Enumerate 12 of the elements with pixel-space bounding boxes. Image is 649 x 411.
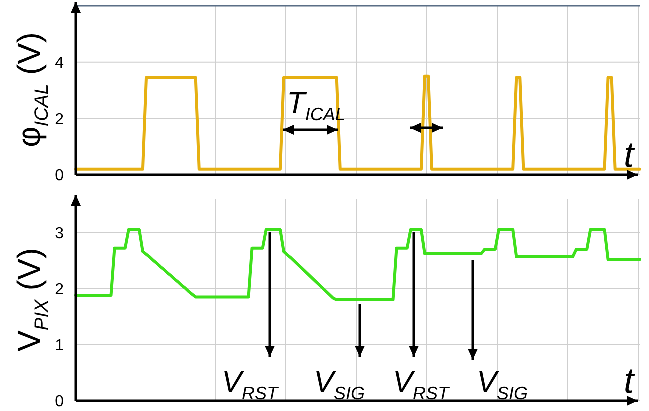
y-tick-label: 2	[55, 111, 64, 128]
x-axis-title: t	[624, 360, 636, 401]
y-tick-label: 0	[55, 168, 64, 185]
y-tick-label: 3	[55, 225, 64, 242]
y-tick-label: 0	[55, 394, 64, 411]
line-series	[74, 228, 642, 302]
y-axis-title: φICAL (V)	[11, 32, 53, 148]
x-axis-title: t	[624, 134, 636, 175]
y-tick-label: 4	[55, 54, 64, 72]
y-axis-title: VPIX (V)	[11, 248, 53, 352]
y-tick-label: 1	[55, 337, 64, 354]
y-tick-label: 2	[55, 281, 64, 298]
